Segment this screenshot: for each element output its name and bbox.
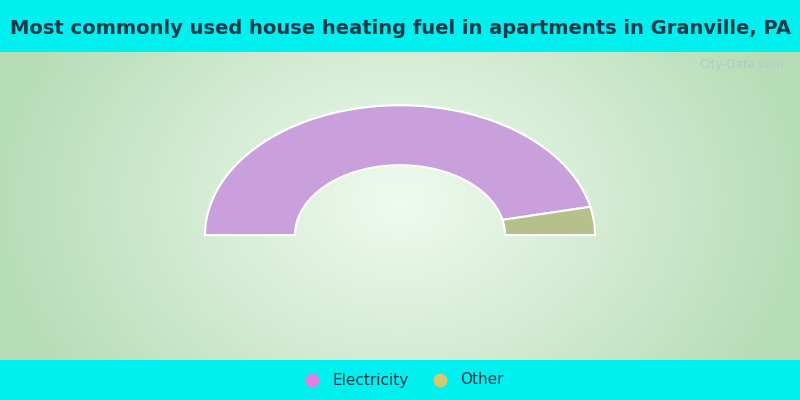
Text: Electricity: Electricity — [332, 372, 408, 388]
Polygon shape — [205, 105, 590, 235]
Text: Most commonly used house heating fuel in apartments in Granville, PA: Most commonly used house heating fuel in… — [10, 19, 790, 38]
Text: Other: Other — [460, 372, 503, 388]
Text: City-Data.com: City-Data.com — [699, 58, 784, 71]
Polygon shape — [502, 207, 595, 235]
